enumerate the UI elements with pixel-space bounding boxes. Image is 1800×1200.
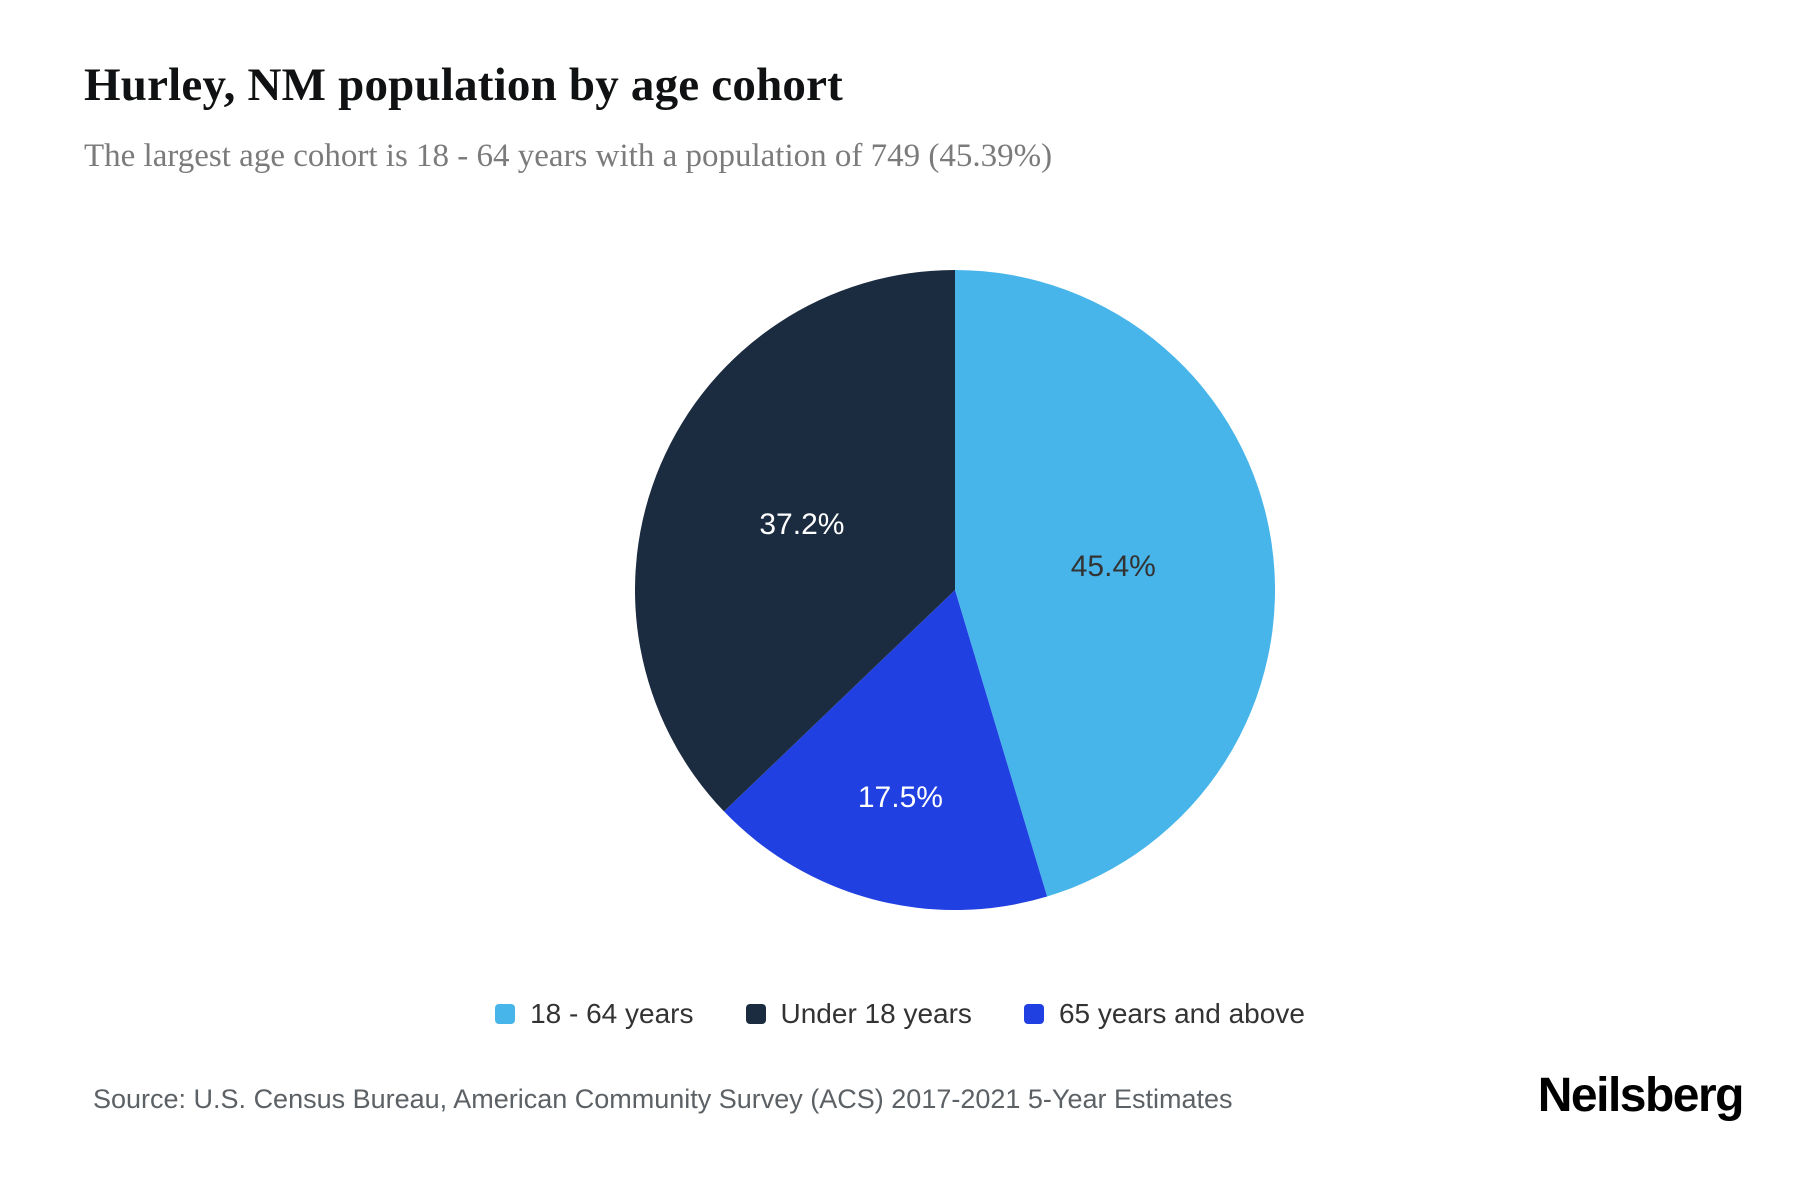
pie-slice-value-label: 45.4% [1071, 550, 1156, 583]
pie-chart-svg: 45.4% 17.5% 37.2% [634, 270, 1276, 911]
chart-legend: 18 - 64 years Under 18 years 65 years and … [0, 998, 1800, 1030]
source-text: Source: U.S. Census Bureau, American Com… [93, 1084, 1233, 1114]
pie-slice-under-18-years[interactable] [634, 270, 955, 812]
brand-logo: Neilsberg [1537, 1069, 1745, 1122]
legend-swatch-icon [745, 1004, 766, 1024]
pie-slice-65-years-and-above[interactable] [723, 590, 1048, 911]
legend-item-label: Under 18 years [780, 998, 972, 1029]
legend-swatch-icon [1023, 1004, 1044, 1024]
pie-slice-value-label: 17.5% [858, 781, 943, 814]
legend-swatch-icon [495, 1004, 516, 1024]
legend-item-label: 65 years and above [1058, 998, 1305, 1029]
chart-subtitle: The largest age cohort is 18 - 64 years … [84, 138, 1053, 174]
legend-item-under-18-years[interactable]: Under 18 years [745, 998, 972, 1030]
legend-item-65-years-and-above[interactable]: 65 years and above [1023, 998, 1305, 1030]
legend-item-18-64-years[interactable]: 18 - 64 years [495, 998, 694, 1030]
footer: Source: U.S. Census Bureau, American Com… [93, 1068, 1745, 1123]
chart-title: Hurley, NM population by age cohort [84, 59, 844, 111]
pie-chart: 45.4% 17.5% 37.2% [634, 270, 1276, 911]
pie-slice-value-label: 37.2% [759, 508, 844, 541]
pie-slice-18-64-years[interactable] [955, 270, 1276, 897]
legend-item-label: 18 - 64 years [530, 998, 694, 1029]
